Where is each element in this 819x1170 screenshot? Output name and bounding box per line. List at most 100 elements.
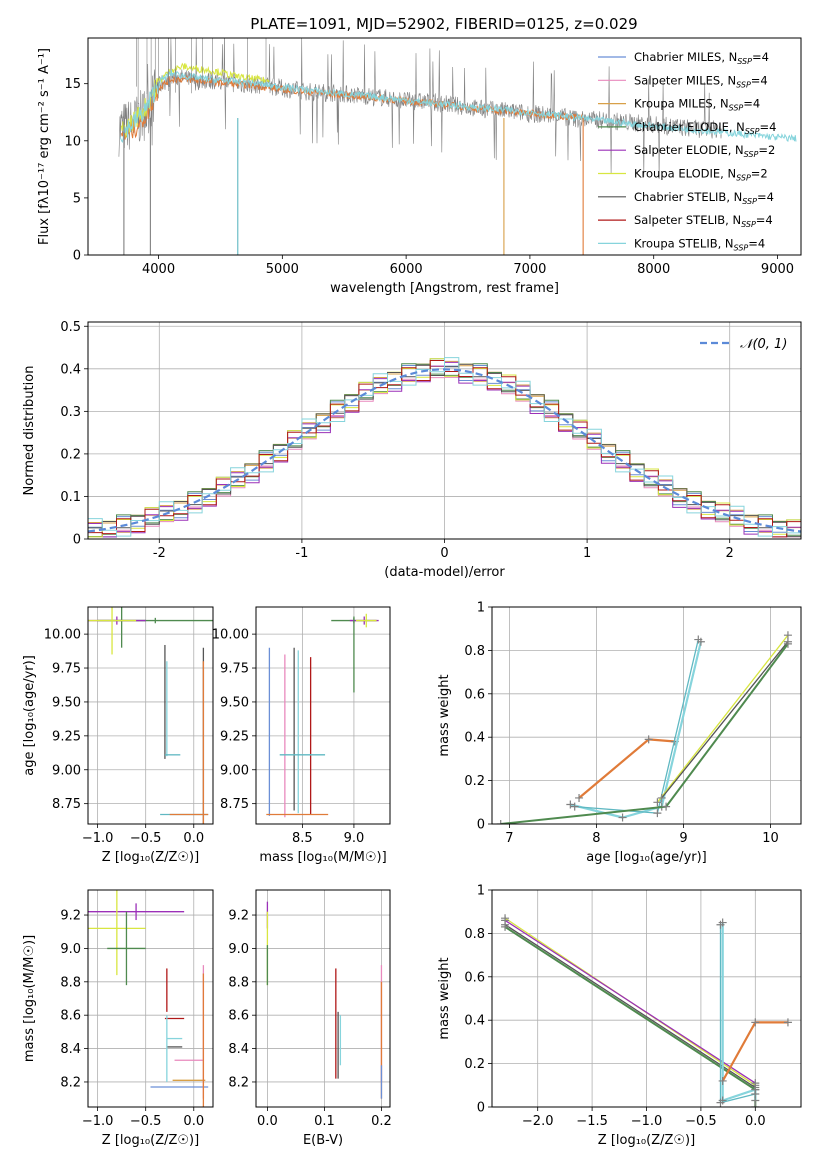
weight-marker	[783, 1018, 792, 1027]
x-tick-label: 0.0	[183, 1114, 204, 1129]
x-tick-label: 0.1	[314, 1114, 335, 1129]
y-tick-label: 0.6	[464, 970, 485, 985]
weight-marker	[783, 639, 792, 648]
x-tick-label: −0.5	[130, 831, 162, 846]
y-tick-label: 9.00	[220, 763, 249, 778]
x-tick-label: 0.0	[257, 1114, 278, 1129]
x-tick-label: −2.0	[522, 1114, 554, 1129]
axes-frame	[491, 606, 802, 825]
panel-residuals: -2 -1 0 1 2 0 0.1 0.2 0.3 0.4 0.5 (data-model)/erro…	[22, 320, 802, 580]
y-tick-label: 8.6	[60, 1009, 81, 1024]
weight-marker	[653, 798, 662, 807]
spectrum-series-line	[119, 70, 797, 144]
weight-marker	[716, 1098, 725, 1107]
x-tick-label: 8.5	[292, 831, 313, 846]
axes-frame	[87, 37, 802, 256]
y-tick-label: 9.75	[52, 662, 81, 677]
weight-marker	[566, 800, 575, 809]
y-tick-label: 0.8	[464, 927, 485, 942]
x-tick-label: −1.0	[82, 1114, 114, 1129]
x-axis-label: age [log₁₀(age/yr)]	[586, 850, 707, 865]
legend-label: Salpeter STELIB, NSSP=4	[634, 213, 773, 229]
y-tick-label: 5	[73, 191, 81, 206]
y-tick-label: 9.2	[228, 909, 249, 924]
y-tick-label: 8.4	[228, 1042, 249, 1057]
plot-area	[266, 901, 383, 1099]
legend-label: Kroupa ELODIE, NSSP=2	[634, 167, 768, 183]
spectrum-series-line	[120, 62, 271, 138]
weight-marker	[618, 813, 627, 822]
y-axis-label: Flux [fλ10⁻¹⁷ erg cm⁻² s⁻¹ A⁻¹]	[37, 48, 52, 245]
legend-label: Salpeter MILES, NSSP=4	[634, 73, 768, 89]
x-axis-label: mass [log₁₀(M/M☉)]	[259, 850, 386, 865]
y-tick-label: 8.75	[220, 797, 249, 812]
x-axis-label: Z [log₁₀(Z/Z☉)]	[102, 1133, 199, 1148]
x-axis-label: Z [log₁₀(Z/Z☉)]	[102, 850, 199, 865]
y-tick-label: 0.4	[464, 1014, 485, 1029]
x-tick-label: −1.0	[82, 831, 114, 846]
y-tick-label: 9.75	[220, 662, 249, 677]
y-tick-label: 1	[477, 884, 485, 899]
histogram-series	[88, 357, 801, 537]
plot-area	[118, 38, 797, 255]
weight-marker	[751, 1089, 760, 1098]
x-tick-label: 10	[762, 831, 779, 846]
y-axis-label: age [log₁₀(age/yr)]	[22, 655, 37, 776]
weight-marker	[694, 635, 703, 644]
x-tick-label: 0.2	[371, 1114, 392, 1129]
axes-frame	[491, 889, 802, 1108]
x-tick-label: 4000	[142, 262, 175, 277]
y-tick-label: 0.6	[464, 687, 485, 702]
y-tick-label: 0.5	[60, 320, 81, 335]
panel-mass_vs_Z: −1.0 −0.5 0.0 8.2 8.4 8.6 8.8 9.0 9.2 Z [log₁₀(Z/…	[22, 889, 214, 1148]
y-tick-label: 10.00	[212, 628, 249, 643]
weight-series-line	[656, 634, 789, 803]
x-tick-label: 7000	[513, 262, 546, 277]
weight-marker	[501, 922, 510, 931]
weight-series-line	[570, 641, 702, 819]
axes-frame	[87, 889, 214, 1108]
y-axis-label: mass weight	[437, 674, 452, 756]
legend-label: Chabrier ELODIE, NSSP=4	[634, 120, 776, 136]
y-tick-label: 0	[477, 1101, 485, 1116]
weight-series-line	[500, 643, 789, 824]
y-tick-label: 8.8	[60, 975, 81, 990]
y-tick-label: 9.50	[220, 695, 249, 710]
weight-series-line	[504, 919, 756, 1084]
y-tick-label: 9.0	[60, 942, 81, 957]
legend-label: Salpeter ELODIE, NSSP=2	[634, 143, 775, 159]
x-tick-label: 2	[726, 546, 734, 561]
x-tick-label: 0.0	[745, 1114, 766, 1129]
weight-marker	[662, 802, 671, 811]
y-tick-label: 9.2	[60, 909, 81, 924]
x-tick-label: −0.5	[130, 1114, 162, 1129]
y-tick-label: 0.2	[464, 774, 485, 789]
x-tick-label: 1	[583, 546, 591, 561]
x-axis-label: (data-model)/error	[384, 565, 505, 580]
y-tick-label: 10.00	[44, 628, 81, 643]
x-tick-label: 9000	[761, 262, 794, 277]
x-tick-label: −0.5	[685, 1114, 717, 1129]
weight-marker	[644, 735, 653, 744]
y-tick-label: 8.2	[228, 1075, 249, 1090]
x-axis-label: wavelength [Angstrom, rest frame]	[330, 281, 559, 296]
panel-weight_vs_Z: −2.0 −1.5 −1.0 −0.5 0.0 0 0.2 0.4 0.6 0.8 1 Z [log₁…	[437, 884, 802, 1148]
plot-area	[496, 631, 792, 824]
weight-marker	[496, 820, 505, 824]
legend-label: Chabrier MILES, NSSP=4	[634, 50, 769, 66]
y-tick-label: 8.6	[228, 1009, 249, 1024]
x-tick-label: -1	[295, 546, 308, 561]
weight-series-line	[504, 926, 757, 1107]
weight-marker	[657, 793, 666, 802]
plot-area	[266, 613, 379, 818]
weight-marker	[570, 802, 579, 811]
legend-label: Kroupa MILES, NSSP=4	[634, 97, 760, 113]
y-axis-label: Normed distribution	[22, 366, 37, 496]
y-tick-label: 0.4	[60, 362, 81, 377]
x-tick-label: 0	[440, 546, 448, 561]
y-tick-label: 0.2	[464, 1057, 485, 1072]
panel-mass_vs_ebv: 0.0 0.1 0.2 8.2 8.4 8.6 8.8 9.0 9.2 E(B-V)	[228, 889, 392, 1148]
y-tick-label: 9.0	[228, 942, 249, 957]
legend-label: Chabrier STELIB, NSSP=4	[634, 190, 774, 206]
x-tick-label: −1.0	[631, 1114, 663, 1129]
